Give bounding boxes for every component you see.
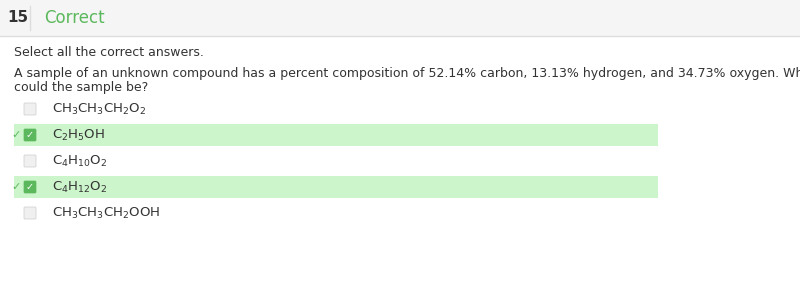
FancyBboxPatch shape [24, 207, 36, 219]
Text: 15: 15 [7, 11, 29, 25]
FancyBboxPatch shape [14, 124, 658, 146]
Text: ✓: ✓ [26, 182, 34, 192]
FancyBboxPatch shape [0, 0, 800, 36]
Text: $\mathrm{C_2H_5OH}$: $\mathrm{C_2H_5OH}$ [52, 127, 105, 143]
Text: could the sample be?: could the sample be? [14, 81, 148, 94]
Text: ✓: ✓ [11, 182, 21, 192]
Text: ✓: ✓ [26, 130, 34, 140]
Text: Select all the correct answers.: Select all the correct answers. [14, 46, 204, 59]
FancyBboxPatch shape [24, 103, 36, 115]
FancyBboxPatch shape [14, 176, 658, 198]
Text: $\mathrm{CH_3CH_3CH_2O_2}$: $\mathrm{CH_3CH_3CH_2O_2}$ [52, 101, 146, 117]
Text: $\mathrm{C_4H_{10}O_2}$: $\mathrm{C_4H_{10}O_2}$ [52, 153, 107, 169]
FancyBboxPatch shape [24, 181, 36, 193]
FancyBboxPatch shape [24, 155, 36, 167]
Text: Correct: Correct [44, 9, 105, 27]
Text: A sample of an unknown compound has a percent composition of 52.14% carbon, 13.1: A sample of an unknown compound has a pe… [14, 68, 800, 81]
Text: ✓: ✓ [11, 130, 21, 140]
FancyBboxPatch shape [24, 129, 36, 141]
Text: $\mathrm{C_4H_{12}O_2}$: $\mathrm{C_4H_{12}O_2}$ [52, 179, 107, 194]
Text: $\mathrm{CH_3CH_3CH_2OOH}$: $\mathrm{CH_3CH_3CH_2OOH}$ [52, 205, 160, 220]
